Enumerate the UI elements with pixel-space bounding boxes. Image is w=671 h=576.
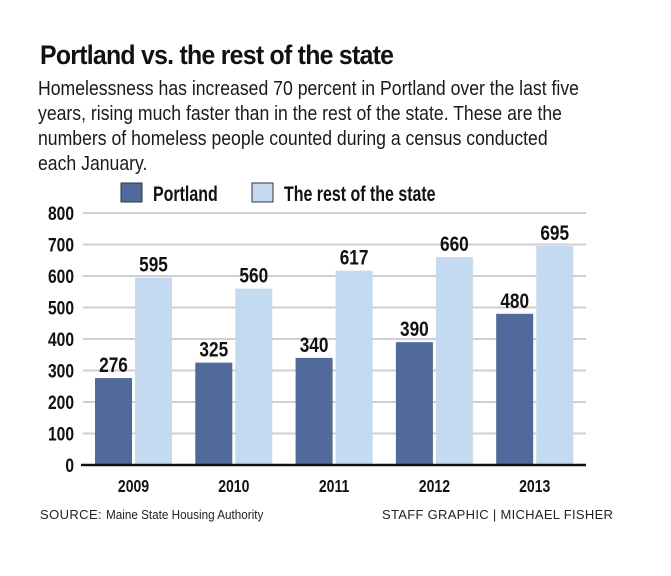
bar-portland <box>95 378 132 465</box>
chart-title: Portland vs. the rest of the state <box>40 40 394 70</box>
legend-swatch <box>251 182 274 203</box>
y-tick-label: 100 <box>48 423 74 445</box>
x-tick-label: 2013 <box>519 476 550 496</box>
bar-rest-of-state <box>335 270 373 465</box>
source-note: SOURCE: Maine State Housing Authority <box>40 507 281 522</box>
bars <box>95 246 574 465</box>
data-labels: 276 595 325 560 340 617 390 660 480 695 <box>99 223 569 378</box>
x-tick-label: 2009 <box>118 476 149 496</box>
source-label: SOURCE: <box>40 507 103 522</box>
y-tick-label: 200 <box>48 392 74 414</box>
data-label: 390 <box>400 319 429 342</box>
legend-swatch <box>120 182 143 203</box>
y-axis-ticks: 0 100 200 300 400 500 600 700 800 <box>48 203 74 477</box>
data-label: 276 <box>99 355 128 378</box>
bar-portland <box>295 357 333 465</box>
y-tick-label: 300 <box>48 360 74 382</box>
bar-portland <box>195 362 233 465</box>
legend: Portland The rest of the state <box>120 182 436 206</box>
legend-label: The rest of the state <box>284 182 436 206</box>
bar-rest-of-state <box>235 288 273 465</box>
x-tick-label: 2011 <box>319 476 349 496</box>
bar-rest-of-state <box>536 246 574 465</box>
y-tick-label: 600 <box>48 266 74 288</box>
data-label: 617 <box>340 247 369 270</box>
legend-portland: Portland <box>120 182 218 206</box>
credit-line: STAFF GRAPHIC | MICHAEL FISHER <box>382 507 614 522</box>
source-value: Maine State Housing Authority <box>105 507 264 522</box>
y-tick-label: 400 <box>48 329 74 351</box>
chart-subtitle: Homelessness has increased 70 percent in… <box>38 77 579 175</box>
x-tick-label: 2012 <box>419 476 450 496</box>
y-tick-label: 500 <box>48 297 74 319</box>
data-label: 695 <box>540 223 569 246</box>
data-label: 325 <box>199 339 228 362</box>
legend-label: Portland <box>153 182 218 206</box>
data-label: 340 <box>300 334 329 357</box>
bar-portland <box>395 342 433 465</box>
bar-portland <box>496 313 534 465</box>
x-tick-label: 2010 <box>218 476 249 496</box>
data-label: 595 <box>139 254 168 277</box>
bar-rest-of-state <box>435 257 473 465</box>
bar-rest-of-state <box>135 277 172 465</box>
legend-rest-of-state: The rest of the state <box>251 182 436 206</box>
y-tick-label: 800 <box>48 203 74 225</box>
y-tick-label: 700 <box>48 234 74 256</box>
data-label: 560 <box>239 265 268 288</box>
data-label: 480 <box>500 290 529 313</box>
x-axis-ticks: 2009 2010 2011 2012 2013 <box>118 476 550 496</box>
data-label: 660 <box>440 234 469 257</box>
y-tick-label: 0 <box>65 455 74 477</box>
